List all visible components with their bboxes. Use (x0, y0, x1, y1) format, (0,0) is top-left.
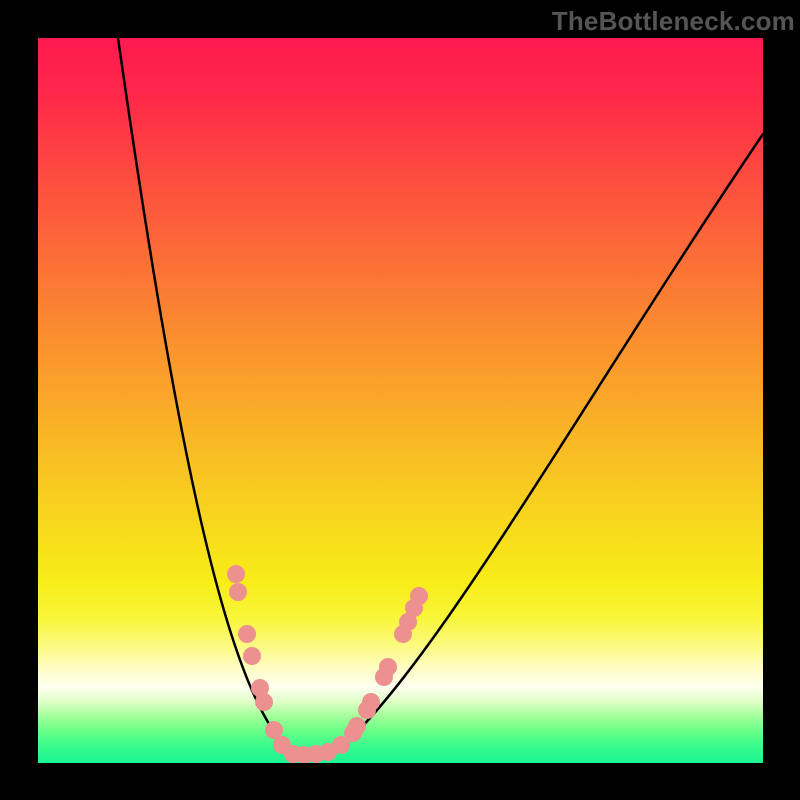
data-marker (410, 587, 428, 605)
gradient-background (38, 38, 763, 763)
watermark-text: TheBottleneck.com (552, 6, 795, 37)
chart-svg (38, 38, 763, 763)
data-marker (379, 658, 397, 676)
data-marker (238, 625, 256, 643)
data-marker (229, 583, 247, 601)
data-marker (348, 717, 366, 735)
data-marker (227, 565, 245, 583)
data-marker (362, 693, 380, 711)
data-marker (255, 693, 273, 711)
data-marker (243, 647, 261, 665)
chart-frame (38, 38, 763, 763)
